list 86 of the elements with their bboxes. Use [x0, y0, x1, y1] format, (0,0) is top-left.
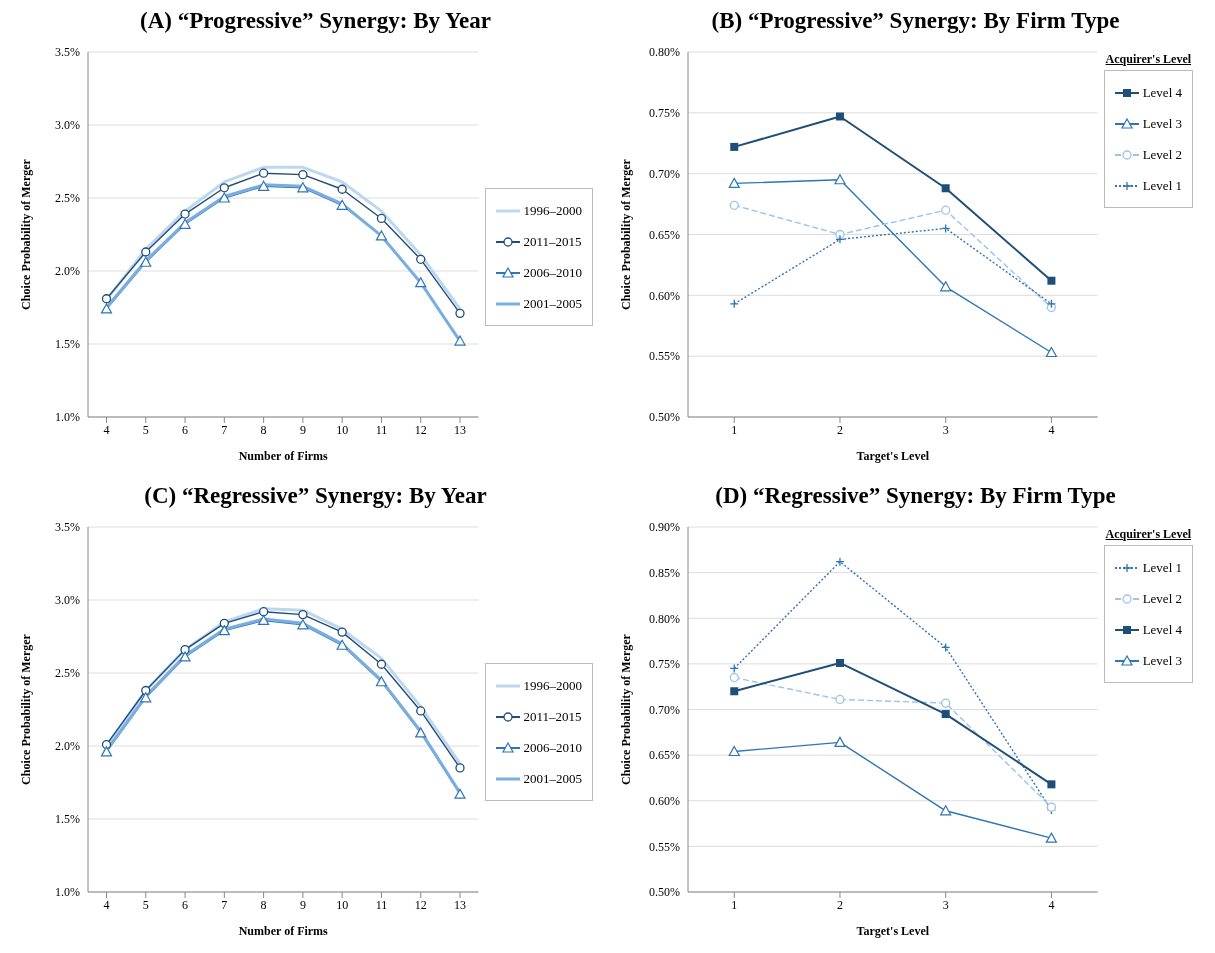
- legend-label: 2001–2005: [523, 295, 582, 312]
- x-tick-label: 9: [299, 897, 306, 912]
- chart-title: (D) “Regressive” Synergy: By Firm Type: [714, 483, 1117, 510]
- y-tick-label: 0.55%: [649, 839, 680, 854]
- y-tick-label: 3.5%: [55, 45, 80, 60]
- x-tick-label: 8: [260, 897, 267, 912]
- legend-label: Level 2: [1142, 146, 1182, 163]
- y-tick-label: 0.60%: [649, 794, 680, 809]
- y-tick-label: 1.0%: [55, 885, 80, 900]
- x-tick-label: 6: [182, 422, 189, 437]
- x-tick-label: 5: [142, 422, 149, 437]
- x-tick-label: 10: [336, 422, 349, 437]
- y-tick-label: 0.65%: [649, 227, 680, 242]
- y-tick-label: 1.5%: [55, 337, 80, 352]
- y-tick-label: 2.0%: [55, 264, 80, 279]
- y-tick-label: 0.80%: [649, 45, 680, 60]
- y-axis-title: Choice Probability of Merger: [619, 633, 634, 785]
- x-tick-label: 9: [299, 422, 306, 437]
- x-tick-label: 4: [103, 897, 110, 912]
- x-tick-label: 7: [221, 897, 228, 912]
- y-tick-label: 0.70%: [649, 702, 680, 717]
- legend-label: 2006–2010: [523, 739, 582, 756]
- y-tick-label: 3.0%: [55, 118, 80, 133]
- x-tick-label: 4: [1048, 897, 1055, 912]
- y-tick-label: 2.5%: [55, 191, 80, 206]
- y-tick-label: 3.0%: [55, 593, 80, 608]
- legend-label: 2001–2005: [523, 770, 582, 787]
- chart-title: (A) “Progressive” Synergy: By Year: [139, 8, 492, 35]
- x-tick-label: 7: [221, 422, 228, 437]
- y-tick-label: 2.0%: [55, 739, 80, 754]
- legend-label: 1996–2000: [523, 202, 582, 219]
- y-tick-label: 0.50%: [649, 410, 680, 425]
- legend-title: Acquirer's Level: [1104, 52, 1193, 67]
- y-tick-label: 1.5%: [55, 812, 80, 827]
- legend-label: Level 4: [1142, 84, 1182, 101]
- x-tick-label: 1: [731, 422, 738, 437]
- y-tick-label: 0.55%: [649, 349, 680, 364]
- x-axis-title: Target's Level: [856, 924, 930, 938]
- y-tick-label: 0.80%: [649, 611, 680, 626]
- x-axis-title: Target's Level: [856, 449, 930, 463]
- x-tick-label: 13: [454, 422, 466, 437]
- legend-label: Level 3: [1142, 652, 1182, 669]
- y-axis-title: Choice Probability of Merger: [619, 158, 634, 310]
- y-tick-label: 2.5%: [55, 666, 80, 681]
- legend-label: 2006–2010: [523, 264, 582, 281]
- y-tick-label: 0.75%: [649, 657, 680, 672]
- x-tick-label: 5: [142, 897, 149, 912]
- x-tick-label: 2: [836, 422, 843, 437]
- x-tick-label: 13: [454, 897, 466, 912]
- y-tick-label: 1.0%: [55, 410, 80, 425]
- legend-label: 2011–2015: [523, 708, 582, 725]
- y-tick-label: 0.75%: [649, 106, 680, 121]
- x-axis-title: Number of Firms: [238, 924, 329, 938]
- x-tick-label: 3: [942, 897, 949, 912]
- x-tick-label: 11: [375, 422, 388, 437]
- y-tick-label: 3.5%: [55, 520, 80, 535]
- y-tick-label: 0.50%: [649, 885, 680, 900]
- x-axis-title: Number of Firms: [238, 449, 329, 463]
- y-tick-label: 0.60%: [649, 288, 680, 303]
- legend-label: 2011–2015: [523, 233, 582, 250]
- legend-title: Acquirer's Level: [1104, 527, 1193, 542]
- x-tick-label: 10: [336, 897, 349, 912]
- x-tick-label: 4: [1048, 422, 1055, 437]
- x-tick-label: 12: [414, 897, 427, 912]
- x-tick-label: 2: [836, 897, 843, 912]
- x-tick-label: 8: [260, 422, 267, 437]
- x-tick-label: 1: [731, 897, 738, 912]
- y-axis-title: Choice Probability of Merger: [19, 633, 34, 785]
- legend-label: Level 4: [1142, 621, 1182, 638]
- x-tick-label: 11: [375, 897, 388, 912]
- y-tick-label: 0.65%: [649, 748, 680, 763]
- legend-label: Level 1: [1142, 559, 1182, 576]
- legend-label: 1996–2000: [523, 677, 582, 694]
- y-tick-label: 0.90%: [649, 520, 680, 535]
- y-tick-label: 0.70%: [649, 166, 680, 181]
- y-tick-label: 0.85%: [649, 565, 680, 580]
- chart-title: (C) “Regressive” Synergy: By Year: [143, 483, 488, 510]
- x-tick-label: 4: [103, 422, 110, 437]
- legend-label: Level 3: [1142, 115, 1182, 132]
- legend-label: Level 1: [1142, 177, 1182, 194]
- x-tick-label: 3: [942, 422, 949, 437]
- x-tick-label: 12: [414, 422, 427, 437]
- legend-label: Level 2: [1142, 590, 1182, 607]
- chart-title: (B) “Progressive” Synergy: By Firm Type: [710, 8, 1121, 35]
- y-axis-title: Choice Probability of Merger: [19, 158, 34, 310]
- x-tick-label: 6: [182, 897, 189, 912]
